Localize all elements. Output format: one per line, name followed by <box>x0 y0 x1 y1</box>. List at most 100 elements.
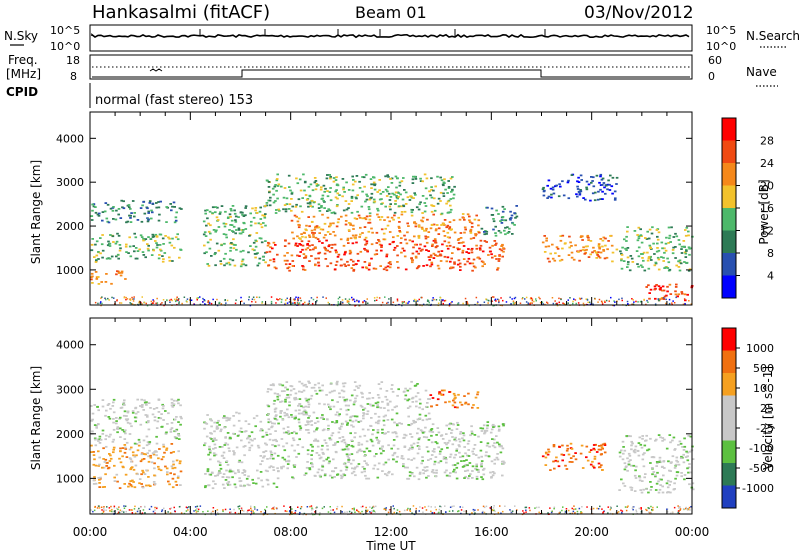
heatmap-cell <box>393 193 396 196</box>
heatmap-cell <box>688 247 691 250</box>
heatmap-cell <box>386 402 390 405</box>
heatmap-cell <box>451 464 455 467</box>
heatmap-cell <box>635 465 638 468</box>
heatmap-cell <box>94 211 98 214</box>
heatmap-cell <box>272 201 276 204</box>
heatmap-cell <box>578 192 582 195</box>
heatmap-cell <box>228 229 231 231</box>
heatmap-cell <box>227 419 231 421</box>
heatmap-cell <box>278 209 281 212</box>
heatmap-cell <box>496 441 499 444</box>
heatmap-cell <box>218 213 222 215</box>
heatmap-cell <box>363 226 367 228</box>
colorbar-tick-label: -1000 <box>742 482 774 495</box>
heatmap-cell <box>471 465 475 468</box>
heatmap-cell <box>632 506 635 508</box>
heatmap-cell <box>244 214 247 217</box>
heatmap-cell <box>377 462 381 465</box>
heatmap-cell <box>295 398 298 401</box>
heatmap-cell <box>568 509 570 512</box>
heatmap-cell <box>103 506 105 508</box>
heatmap-cell <box>145 302 147 305</box>
heatmap-cell <box>452 197 455 200</box>
heatmap-cell <box>363 455 366 457</box>
heatmap-cell <box>662 297 664 299</box>
heatmap-cell <box>104 414 107 417</box>
heatmap-cell <box>283 449 287 452</box>
heatmap-cell <box>458 440 462 443</box>
heatmap-cell <box>287 430 290 432</box>
heatmap-cell <box>589 253 592 256</box>
heatmap-cell <box>661 247 664 250</box>
heatmap-cell <box>616 512 619 514</box>
heatmap-cell <box>102 511 105 513</box>
heatmap-cell <box>682 453 685 456</box>
heatmap-cell <box>94 271 98 273</box>
heatmap-cell <box>339 408 343 411</box>
heatmap-cell <box>98 456 101 459</box>
heatmap-cell <box>326 418 329 421</box>
heatmap-cell <box>473 218 477 221</box>
heatmap-cell <box>299 205 302 208</box>
heatmap-cell <box>495 300 497 302</box>
heatmap-cell <box>271 247 274 250</box>
heatmap-cell <box>657 285 661 288</box>
heatmap-cell <box>635 300 637 303</box>
heatmap-cell <box>264 205 267 207</box>
heatmap-cell <box>348 298 351 300</box>
heatmap-cell <box>580 179 583 181</box>
heatmap-cell <box>174 216 178 219</box>
heatmap-cell <box>170 404 174 407</box>
heatmap-cell <box>481 511 484 514</box>
heatmap-cell <box>177 402 180 405</box>
heatmap-cell <box>689 471 692 474</box>
heatmap-cell <box>580 444 584 447</box>
heatmap-cell <box>491 244 494 247</box>
heatmap-cell <box>116 428 120 430</box>
heatmap-cell <box>270 426 273 429</box>
heatmap-cell <box>456 462 460 465</box>
heatmap-cell <box>301 244 305 247</box>
heatmap-cell <box>567 453 571 456</box>
heatmap-cell <box>413 420 417 423</box>
heatmap-cell <box>101 234 104 236</box>
heatmap-cell <box>632 506 634 508</box>
heatmap-cell <box>354 234 358 237</box>
heatmap-cell <box>430 188 433 191</box>
heatmap-cell <box>309 397 313 400</box>
heatmap-cell <box>462 432 465 435</box>
heatmap-cell <box>266 390 270 393</box>
heatmap-cell <box>276 253 279 256</box>
heatmap-cell <box>209 302 211 304</box>
heatmap-cell <box>121 429 124 431</box>
heatmap-cell <box>268 250 272 253</box>
heatmap-cell <box>390 388 393 390</box>
heatmap-cell <box>384 205 387 208</box>
heatmap-cell <box>157 468 161 471</box>
heatmap-cell <box>279 401 282 403</box>
heatmap-cell <box>531 298 534 300</box>
heatmap-cell <box>248 509 250 511</box>
heatmap-cell <box>152 510 155 513</box>
heatmap-cell <box>427 398 430 400</box>
heatmap-cell <box>411 178 415 181</box>
heatmap-cell <box>464 470 467 472</box>
heatmap-cell <box>136 473 139 476</box>
heatmap-cell <box>352 269 355 272</box>
heatmap-cell <box>321 242 324 244</box>
heatmap-cell <box>144 453 147 456</box>
heatmap-cell <box>222 509 224 511</box>
heatmap-cell <box>467 477 470 480</box>
heatmap-cell <box>94 301 97 304</box>
heatmap-cell <box>107 240 110 243</box>
heatmap-cell <box>655 461 659 463</box>
heatmap-cell <box>351 420 355 423</box>
heatmap-cell <box>421 212 424 214</box>
heatmap-cell <box>658 456 662 459</box>
heatmap-cell <box>416 432 419 435</box>
heatmap-cell <box>208 303 210 305</box>
heatmap-cell <box>449 506 452 508</box>
heatmap-cell <box>493 296 495 298</box>
heatmap-cell <box>123 483 126 485</box>
heatmap-cell <box>175 428 179 431</box>
